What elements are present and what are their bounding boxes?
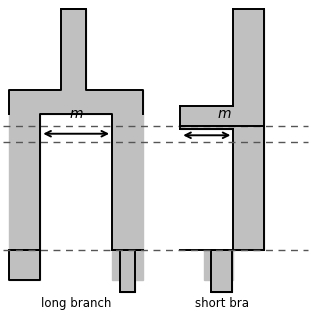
Polygon shape <box>120 280 135 292</box>
Polygon shape <box>211 280 232 292</box>
Polygon shape <box>9 250 40 280</box>
Polygon shape <box>204 250 233 280</box>
Polygon shape <box>180 106 233 129</box>
Text: $m$: $m$ <box>69 107 83 121</box>
Polygon shape <box>61 9 86 90</box>
Polygon shape <box>9 90 143 114</box>
Polygon shape <box>112 114 143 250</box>
Text: long branch: long branch <box>41 297 111 310</box>
Text: $m$: $m$ <box>217 107 231 121</box>
Polygon shape <box>112 250 143 280</box>
Text: short bra: short bra <box>195 297 249 310</box>
Polygon shape <box>233 9 264 250</box>
Polygon shape <box>9 114 40 250</box>
